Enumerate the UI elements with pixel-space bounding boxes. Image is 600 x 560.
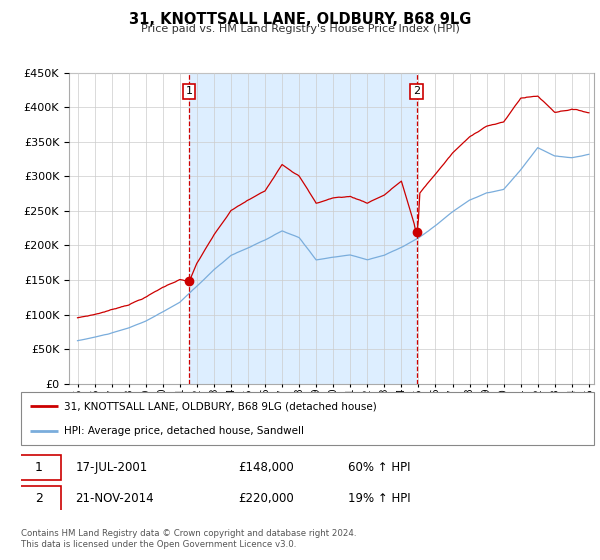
Text: HPI: Average price, detached house, Sandwell: HPI: Average price, detached house, Sand… (64, 426, 304, 436)
Text: £148,000: £148,000 (239, 461, 295, 474)
Bar (189, 73, 417, 384)
Text: 2: 2 (35, 492, 43, 505)
Text: 21-NOV-2014: 21-NOV-2014 (76, 492, 154, 505)
FancyBboxPatch shape (21, 392, 594, 445)
Text: 19% ↑ HPI: 19% ↑ HPI (347, 492, 410, 505)
FancyBboxPatch shape (17, 486, 61, 511)
Text: Price paid vs. HM Land Registry's House Price Index (HPI): Price paid vs. HM Land Registry's House … (140, 24, 460, 34)
FancyBboxPatch shape (17, 455, 61, 480)
Text: 1: 1 (185, 86, 193, 96)
Text: £220,000: £220,000 (239, 492, 295, 505)
Text: 31, KNOTTSALL LANE, OLDBURY, B68 9LG (detached house): 31, KNOTTSALL LANE, OLDBURY, B68 9LG (de… (64, 402, 377, 412)
Text: Contains HM Land Registry data © Crown copyright and database right 2024.
This d: Contains HM Land Registry data © Crown c… (21, 529, 356, 549)
Text: 60% ↑ HPI: 60% ↑ HPI (347, 461, 410, 474)
Text: 2: 2 (413, 86, 420, 96)
Text: 1: 1 (35, 461, 43, 474)
Text: 17-JUL-2001: 17-JUL-2001 (76, 461, 148, 474)
Text: 31, KNOTTSALL LANE, OLDBURY, B68 9LG: 31, KNOTTSALL LANE, OLDBURY, B68 9LG (129, 12, 471, 27)
